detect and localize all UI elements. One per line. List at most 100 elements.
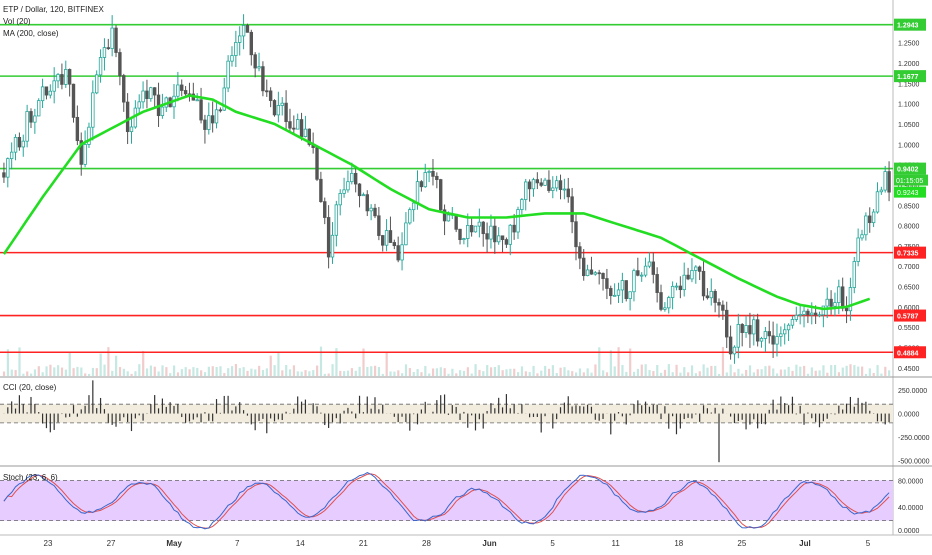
volume-bar xyxy=(806,373,810,376)
candle-body xyxy=(748,325,752,335)
stoch-k-line[interactable] xyxy=(3,472,890,530)
volume-bar xyxy=(261,370,265,376)
candle-body xyxy=(230,55,234,62)
ma-legend: MA (200, close) xyxy=(3,29,59,38)
candle-body xyxy=(817,314,822,317)
stoch-tick-label: 40.0000 xyxy=(898,505,923,512)
price-tick-label: 1.0000 xyxy=(898,142,920,149)
volume-bar xyxy=(544,365,547,376)
level-price-badge xyxy=(894,162,926,175)
candle-body xyxy=(547,179,551,191)
volume-bar xyxy=(41,372,44,376)
candle-body xyxy=(454,213,458,230)
volume-bar xyxy=(574,372,578,376)
volume-bar xyxy=(57,365,60,376)
candle-body xyxy=(214,109,219,124)
candle-body xyxy=(431,171,435,177)
volume-bar xyxy=(710,365,713,376)
ma200-line[interactable] xyxy=(2,94,871,311)
volume-bar xyxy=(555,373,558,376)
candle-body xyxy=(736,324,741,348)
cci-legend: CCI (20, close) xyxy=(3,383,57,392)
volume-bar xyxy=(443,368,446,376)
candle-body xyxy=(346,181,350,191)
volume-bar xyxy=(207,366,210,376)
candle-body xyxy=(203,119,207,130)
volume-bar xyxy=(625,371,628,376)
price-tick-label: 0.8500 xyxy=(898,203,920,210)
volume-bar xyxy=(563,367,566,376)
volume-bar xyxy=(594,364,597,376)
volume-bar xyxy=(559,367,562,376)
volume-bar xyxy=(126,371,129,376)
cci-panel[interactable] xyxy=(0,380,893,463)
level-price-text: 1.1677 xyxy=(897,74,919,81)
candle-body xyxy=(79,140,83,165)
cci-tick-label: -500.0000 xyxy=(898,458,930,465)
volume-bar xyxy=(459,370,462,376)
volume-bar xyxy=(756,369,759,376)
candle-body xyxy=(860,234,864,239)
volume-bar xyxy=(265,368,268,376)
time-tick-label: 14 xyxy=(296,539,305,548)
volume-bar xyxy=(118,367,122,376)
candle-body xyxy=(408,209,412,224)
candle-body xyxy=(238,35,242,43)
candle-body xyxy=(524,181,528,200)
volume-bar xyxy=(760,369,763,376)
volume-bar xyxy=(107,347,110,376)
volume-bar xyxy=(571,371,574,376)
volume-bar xyxy=(242,367,245,376)
stoch-panel[interactable] xyxy=(0,472,893,530)
volume-bar xyxy=(173,365,176,376)
price-panel[interactable] xyxy=(0,14,893,376)
volume-bar xyxy=(810,367,813,376)
volume-bar xyxy=(629,348,632,376)
volume-bar xyxy=(211,366,214,376)
volume-bar xyxy=(714,365,717,376)
volume-bar xyxy=(103,364,106,376)
volume-bar xyxy=(509,368,512,376)
candle-body xyxy=(299,119,304,137)
volume-bar xyxy=(733,372,736,376)
volume-bar xyxy=(157,371,160,376)
volume-bar xyxy=(362,348,365,376)
volume-bar xyxy=(134,371,137,376)
candle-body xyxy=(628,291,632,299)
volume-bar xyxy=(385,352,388,376)
volume-bar xyxy=(281,370,284,376)
volume-bar xyxy=(888,370,891,376)
volume-bar xyxy=(861,366,864,376)
volume-bar xyxy=(532,365,535,376)
candle-body xyxy=(400,244,404,261)
candle-body xyxy=(276,105,281,116)
candle-body xyxy=(616,289,621,296)
candle-body xyxy=(384,230,389,246)
volume-bar xyxy=(339,370,342,376)
candle-body xyxy=(779,333,783,337)
volume-bar xyxy=(462,370,466,376)
volume-bar xyxy=(277,351,280,376)
candle-body xyxy=(813,312,818,316)
volume-bar xyxy=(768,365,771,376)
volume-bar xyxy=(420,372,423,376)
volume-bar xyxy=(389,371,392,376)
candle-body xyxy=(632,270,636,293)
time-tick-label: Jul xyxy=(799,539,811,548)
candle-body xyxy=(582,257,586,277)
right-axis-background xyxy=(893,0,932,550)
candle-body xyxy=(771,335,775,345)
volume-bar xyxy=(49,364,52,376)
level-price-badge xyxy=(894,246,926,259)
candle-body xyxy=(33,115,37,123)
stoch-band xyxy=(0,480,893,521)
volume-bar xyxy=(795,364,798,376)
candle-body xyxy=(25,111,29,142)
volume-bar xyxy=(663,369,667,376)
candle-body xyxy=(783,329,787,335)
volume-bar xyxy=(331,364,334,376)
time-tick-label: 23 xyxy=(44,539,53,548)
candle-body xyxy=(601,272,605,279)
